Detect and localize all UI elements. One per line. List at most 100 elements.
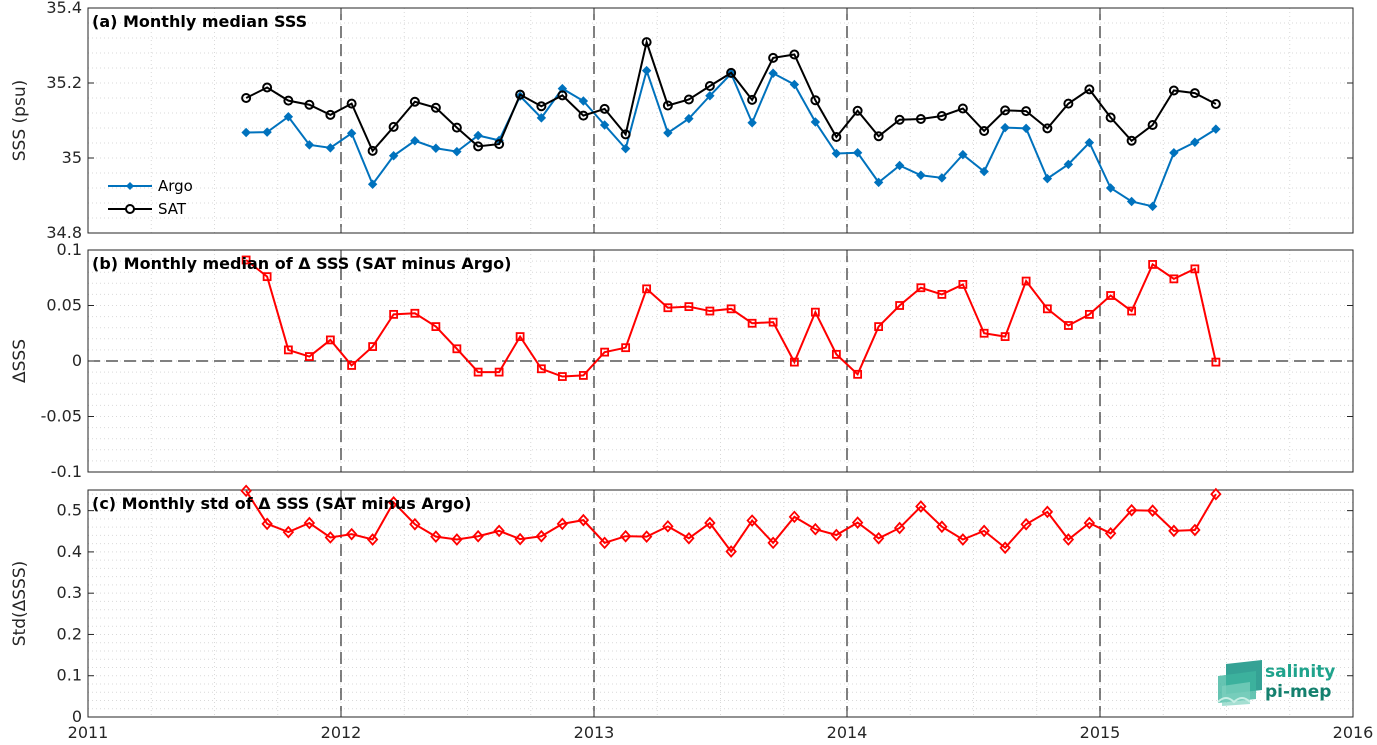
data-point bbox=[999, 541, 1011, 555]
data-point bbox=[916, 283, 926, 293]
data-point bbox=[431, 143, 441, 153]
data-point bbox=[494, 139, 505, 150]
data-point bbox=[472, 529, 484, 543]
data-point bbox=[831, 148, 842, 159]
data-point bbox=[598, 536, 611, 550]
data-point bbox=[600, 347, 610, 357]
data-point bbox=[1000, 105, 1011, 116]
data-point bbox=[1063, 321, 1073, 330]
y-tick-label: 35.4 bbox=[46, 0, 82, 17]
data-point bbox=[240, 484, 252, 498]
data-point bbox=[493, 524, 505, 538]
data-point bbox=[536, 364, 546, 374]
data-point bbox=[704, 516, 716, 530]
y-axis-label: Std(ΔSSS) bbox=[10, 561, 30, 647]
data-point bbox=[1126, 135, 1137, 146]
data-point bbox=[662, 519, 674, 533]
data-point bbox=[1211, 357, 1221, 367]
data-point bbox=[1083, 516, 1096, 530]
data-point bbox=[789, 79, 800, 90]
data-point bbox=[979, 328, 989, 338]
salinity-pimep-logo: salinity pi-mep bbox=[1217, 660, 1335, 706]
data-point bbox=[1000, 122, 1010, 133]
data-point bbox=[683, 94, 694, 105]
data-point bbox=[810, 307, 820, 317]
data-point bbox=[747, 318, 757, 328]
data-point bbox=[431, 322, 441, 331]
data-point bbox=[556, 517, 569, 531]
data-point bbox=[410, 308, 420, 318]
data-point bbox=[641, 37, 652, 48]
data-point bbox=[346, 128, 357, 138]
data-point bbox=[809, 522, 822, 536]
data-point bbox=[345, 527, 358, 541]
data-point bbox=[768, 68, 778, 78]
legend-marker bbox=[126, 182, 134, 190]
data-point bbox=[852, 105, 863, 116]
data-point bbox=[747, 118, 757, 128]
data-point bbox=[768, 52, 779, 63]
y-axis-label: SSS (psu) bbox=[10, 80, 30, 161]
legend-marker bbox=[125, 204, 135, 214]
data-point bbox=[1190, 137, 1200, 147]
data-point bbox=[663, 128, 673, 138]
data-point bbox=[1105, 112, 1116, 123]
data-point bbox=[1211, 124, 1221, 134]
logo-text-line1: salinity bbox=[1265, 662, 1335, 682]
data-point bbox=[810, 95, 821, 106]
data-point bbox=[241, 127, 251, 138]
data-point bbox=[684, 302, 694, 312]
data-point bbox=[282, 525, 295, 539]
data-point bbox=[599, 120, 610, 130]
y-tick-label: 0.4 bbox=[57, 542, 82, 561]
data-point bbox=[368, 342, 378, 351]
y-tick-label: 0.1 bbox=[57, 240, 82, 259]
data-point bbox=[872, 531, 885, 545]
grid bbox=[87, 249, 1354, 473]
data-point bbox=[1106, 291, 1116, 300]
data-point bbox=[1189, 88, 1200, 99]
data-point bbox=[410, 136, 420, 146]
y-tick-label: 35.2 bbox=[46, 73, 82, 92]
data-point bbox=[1210, 487, 1222, 501]
data-point bbox=[262, 82, 273, 93]
data-point bbox=[325, 143, 336, 153]
data-point bbox=[705, 91, 715, 101]
data-point bbox=[1063, 159, 1074, 170]
data-point bbox=[262, 127, 272, 137]
data-point bbox=[387, 496, 400, 509]
data-point bbox=[978, 524, 990, 538]
data-point bbox=[346, 98, 357, 109]
data-point bbox=[768, 317, 778, 327]
series-sat bbox=[241, 37, 1221, 156]
data-point bbox=[452, 344, 462, 354]
data-point bbox=[957, 103, 968, 114]
legend: Argo SAT bbox=[108, 177, 193, 218]
data-point bbox=[473, 367, 483, 377]
grid bbox=[87, 7, 1354, 234]
panel-title: (c) Monthly std of Δ SSS (SAT minus Argo… bbox=[92, 494, 471, 513]
data-point bbox=[620, 143, 631, 154]
series-line bbox=[246, 67, 1217, 208]
data-point bbox=[283, 112, 294, 122]
x-tick-label: 2011 bbox=[68, 723, 109, 742]
data-point bbox=[937, 289, 947, 299]
legend-label: Argo bbox=[158, 177, 193, 195]
data-point bbox=[641, 65, 652, 76]
data-point bbox=[388, 151, 399, 161]
data-point bbox=[873, 131, 884, 142]
data-point bbox=[304, 352, 314, 361]
data-point bbox=[663, 303, 673, 313]
data-point bbox=[894, 160, 905, 171]
data-point bbox=[979, 126, 990, 136]
data-point bbox=[746, 514, 758, 527]
data-point bbox=[726, 67, 737, 78]
data-point bbox=[894, 114, 905, 125]
data-point bbox=[1147, 201, 1158, 212]
data-point bbox=[451, 122, 462, 133]
data-point bbox=[557, 372, 567, 381]
grid bbox=[87, 490, 1354, 718]
data-point bbox=[1210, 99, 1221, 109]
data-point bbox=[304, 140, 315, 150]
data-point bbox=[536, 101, 547, 112]
